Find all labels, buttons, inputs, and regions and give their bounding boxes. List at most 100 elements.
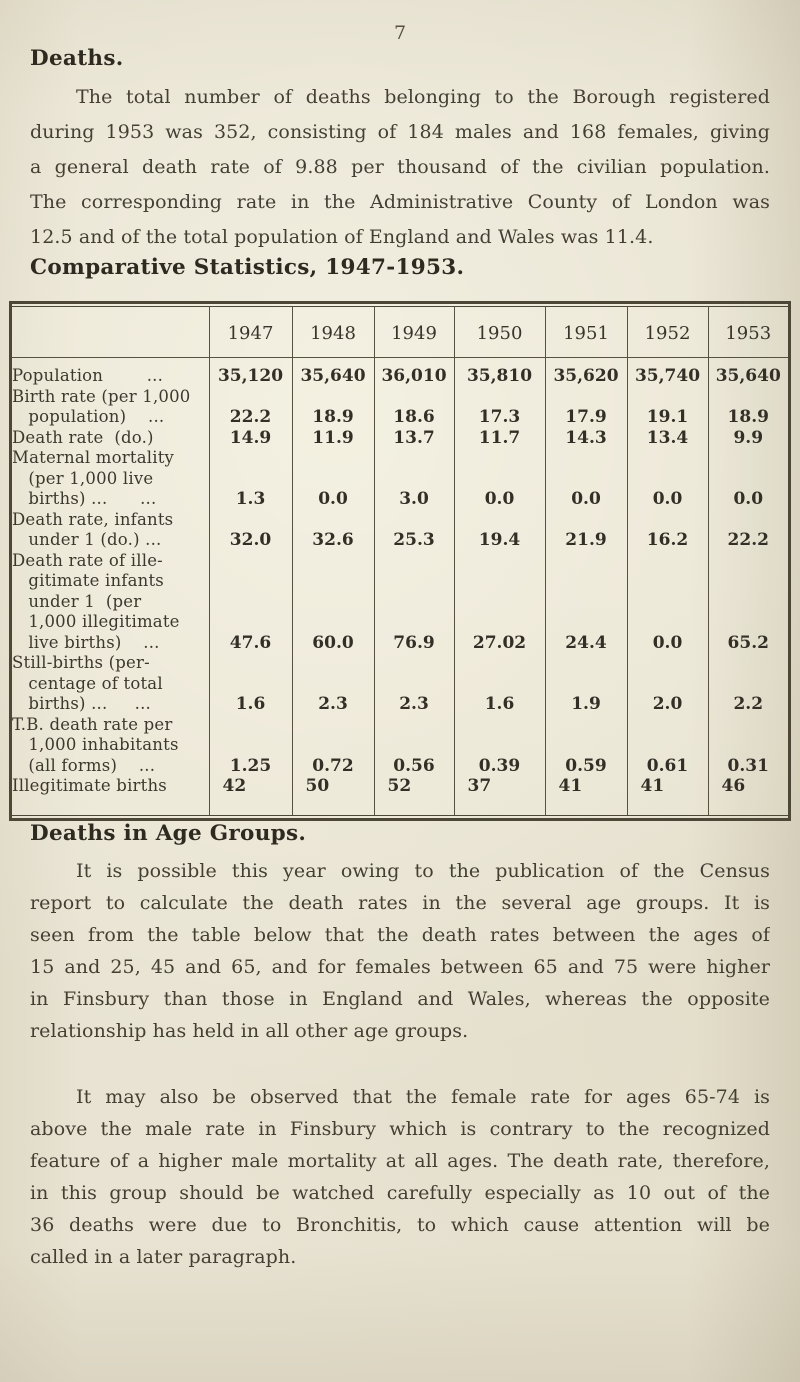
comparative-heading: Comparative Statistics, 1947-1953. bbox=[30, 255, 465, 280]
value-cell: 35,740 bbox=[626, 357, 708, 387]
text-line: feature of a higher male mortality at al… bbox=[30, 1149, 770, 1172]
row-label-line: 1,000 inhabitants bbox=[12, 735, 179, 754]
value-cell: 1.6 bbox=[208, 653, 292, 715]
row-label-line: Still-births (per- bbox=[12, 653, 150, 672]
year-header-cell: 1949 bbox=[373, 307, 454, 358]
value-cell: 0.39 bbox=[453, 714, 545, 776]
row-label-line: centage of total bbox=[12, 673, 163, 693]
text-line: in this group should be watched carefull… bbox=[30, 1181, 770, 1204]
value-cell: 0.0 bbox=[291, 448, 374, 510]
table-row: Death rate, infants under 1 (do.) ... 32.… bbox=[12, 509, 788, 551]
age-groups-paragraph-2: It may also be observed that the female … bbox=[30, 1081, 770, 1273]
value-cell: 32.0 bbox=[208, 509, 292, 551]
row-label: Illegitimate births bbox=[12, 776, 209, 815]
value-cell: 0.61 bbox=[626, 714, 708, 776]
value-cell: 0.0 bbox=[626, 550, 708, 653]
row-label: Maternal mortality (per 1,000 live birth… bbox=[12, 448, 209, 510]
row-label: Birth rate (per 1,000 population) ... bbox=[12, 387, 209, 428]
row-label-line: Death rate, infants bbox=[12, 509, 174, 529]
year-header-cell: 1952 bbox=[626, 307, 708, 358]
text-line: relationship has held in all other age g… bbox=[30, 1019, 469, 1042]
year-header-cell: 1948 bbox=[291, 307, 374, 358]
text-line: in Finsbury than those in England and Wa… bbox=[30, 987, 770, 1010]
row-label: Death rate of ille- gitimate infants und… bbox=[12, 551, 209, 654]
row-label-line: T.B. death rate per bbox=[12, 714, 173, 734]
value-cell: 17.3 bbox=[453, 386, 545, 428]
text-line: called in a later paragraph. bbox=[30, 1245, 297, 1268]
value-cell: 0.0 bbox=[453, 448, 545, 510]
value-cell: 1.25 bbox=[208, 714, 292, 776]
value-cell: 41 bbox=[544, 776, 627, 815]
value-cell: 11.7 bbox=[453, 427, 545, 448]
value-cell: 2.3 bbox=[291, 653, 374, 715]
row-label-line: births) ... ... bbox=[12, 694, 151, 713]
value-cell: 14.9 bbox=[208, 427, 292, 448]
row-label-line: Illegitimate births bbox=[12, 776, 167, 795]
table-row: Still-births (per- centage of total birt… bbox=[12, 653, 788, 715]
page-number: 7 bbox=[393, 22, 407, 44]
value-cell: 76.9 bbox=[373, 550, 454, 653]
value-cell: 9.9 bbox=[707, 427, 788, 448]
row-label-line: population) ... bbox=[12, 407, 165, 426]
value-cell: 14.3 bbox=[544, 427, 627, 448]
row-label-line: Birth rate (per 1,000 bbox=[12, 386, 191, 406]
row-label-line: under 1 (do.) ... bbox=[12, 530, 162, 549]
value-cell: 41 bbox=[626, 776, 708, 815]
row-label-line: under 1 (per bbox=[12, 591, 142, 611]
value-cell: 35,620 bbox=[544, 357, 627, 387]
text-line: 12.5 and of the total population of Engl… bbox=[30, 226, 654, 248]
row-label-line: Population ... bbox=[12, 366, 164, 385]
row-label: T.B. death rate per 1,000 inhabitants (a… bbox=[12, 715, 209, 777]
value-cell: 2.0 bbox=[626, 653, 708, 715]
table-row: Death rate of ille- gitimate infants und… bbox=[12, 550, 788, 654]
value-cell: 35,640 bbox=[707, 357, 788, 387]
text-line: above the male rate in Finsbury which is… bbox=[30, 1117, 770, 1140]
comparative-table: 1947 1948 1949 1950 1951 1952 1953 Population … bbox=[9, 301, 791, 821]
value-cell: 11.9 bbox=[291, 427, 374, 448]
value-cell: 24.4 bbox=[544, 550, 627, 653]
value-cell: 17.9 bbox=[544, 386, 627, 428]
row-label-line: births) ... ... bbox=[12, 489, 157, 508]
table-row: T.B. death rate per 1,000 inhabitants (a… bbox=[12, 714, 788, 777]
value-cell: 18.6 bbox=[373, 386, 454, 428]
value-cell: 0.72 bbox=[291, 714, 374, 776]
value-cell: 18.9 bbox=[707, 386, 788, 428]
text-line: during 1953 was 352, consisting of 184 m… bbox=[30, 121, 770, 143]
row-label: Death rate (do.) bbox=[12, 428, 209, 449]
value-cell: 13.7 bbox=[373, 427, 454, 448]
text-line: 36 deaths were due to Bronchitis, to whi… bbox=[30, 1213, 770, 1236]
value-cell: 32.6 bbox=[291, 509, 374, 551]
value-cell: 0.59 bbox=[544, 714, 627, 776]
deaths-paragraph: The total number of deaths belonging to … bbox=[30, 80, 770, 255]
table-row: Population ... 35,120 35,640 36,010 35,810 35… bbox=[12, 357, 788, 387]
table-row: Maternal mortality (per 1,000 live birth… bbox=[12, 448, 788, 510]
value-cell: 2.3 bbox=[373, 653, 454, 715]
value-cell: 1.6 bbox=[453, 653, 545, 715]
year-header-cell: 1953 bbox=[707, 307, 788, 358]
value-cell: 16.2 bbox=[626, 509, 708, 551]
row-label-line: 1,000 illegitimate bbox=[12, 612, 180, 631]
row-label-line: (all forms) ... bbox=[12, 755, 156, 775]
value-cell: 0.0 bbox=[707, 448, 788, 510]
table-row: Illegitimate births 42 50 52 37 41 41 46 bbox=[12, 776, 788, 815]
text-line: report to calculate the death rates in t… bbox=[30, 891, 770, 914]
year-header-cell: 1951 bbox=[544, 307, 627, 358]
value-cell: 27.02 bbox=[453, 550, 545, 653]
value-cell: 13.4 bbox=[626, 427, 708, 448]
value-cell: 0.56 bbox=[373, 714, 454, 776]
value-cell: 46 bbox=[707, 776, 788, 815]
table-row: Death rate (do.) 14.9 11.9 13.7 11.7 14.3 13.4… bbox=[12, 427, 788, 449]
value-cell: 35,120 bbox=[208, 357, 292, 387]
value-cell: 19.4 bbox=[453, 509, 545, 551]
value-cell: 0.31 bbox=[707, 714, 788, 776]
row-label: Death rate, infants under 1 (do.) ... bbox=[12, 510, 209, 551]
value-cell: 3.0 bbox=[373, 448, 454, 510]
table-row: Birth rate (per 1,000 population) ... 22.… bbox=[12, 386, 788, 428]
value-cell: 1.3 bbox=[208, 448, 292, 510]
table-inner-frame: 1947 1948 1949 1950 1951 1952 1953 Population … bbox=[12, 306, 788, 816]
text-line: 15 and 25, 45 and 65, and for females be… bbox=[30, 955, 770, 978]
value-cell: 2.2 bbox=[707, 653, 788, 715]
value-cell: 0.0 bbox=[544, 448, 627, 510]
age-groups-heading: Deaths in Age Groups. bbox=[30, 820, 307, 846]
